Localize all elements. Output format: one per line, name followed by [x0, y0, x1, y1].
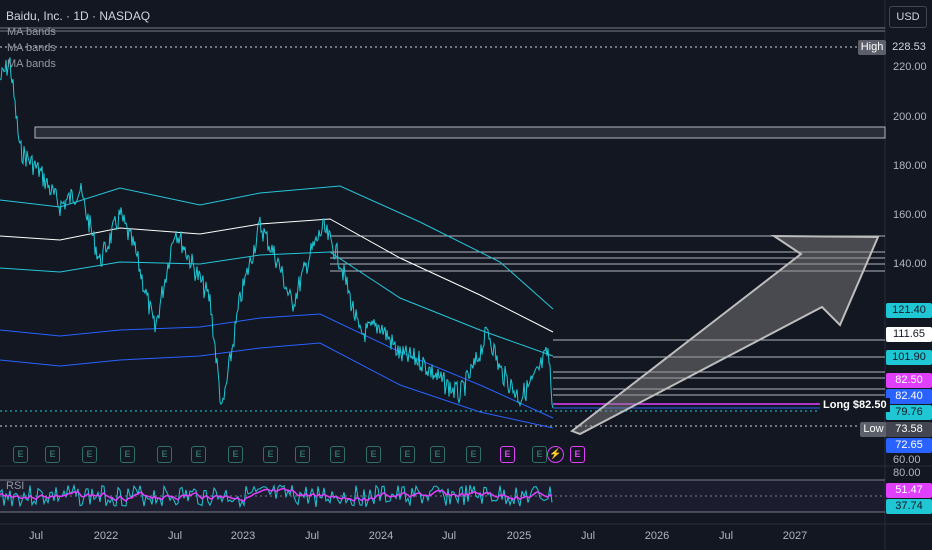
price-tag: 79.76 [886, 405, 932, 420]
position-label[interactable]: Long $82.50 [820, 398, 890, 412]
low-label: Low [860, 422, 887, 437]
x-tick: 2022 [93, 530, 119, 542]
y-tick: 60.00 [893, 454, 921, 466]
earnings-icon[interactable]: E [500, 446, 515, 463]
x-tick: Jul [167, 530, 183, 542]
x-tick: 2027 [782, 530, 808, 542]
ma-band-upper [0, 185, 554, 310]
symbol-title[interactable]: Baidu, Inc. · 1D · NASDAQ [6, 9, 151, 23]
low-value: 73.58 [886, 422, 932, 437]
high-label: High [858, 40, 886, 55]
indicator-ma-bands-3[interactable]: MA bands [7, 58, 56, 70]
rsi-label[interactable]: RSI [6, 480, 25, 492]
earnings-icon[interactable]: E [228, 446, 243, 463]
rsi-tick: 80.00 [893, 467, 921, 479]
price-tag: 82.50 [886, 373, 932, 388]
x-tick: Jul [580, 530, 596, 542]
x-tick: Jul [28, 530, 44, 542]
indicator-ma-bands-1[interactable]: MA bands [7, 26, 56, 38]
resistance-box [34, 126, 886, 139]
earnings-icon[interactable]: E [570, 446, 585, 463]
earnings-icon[interactable]: E [263, 446, 278, 463]
indicator-ma-bands-2[interactable]: MA bands [7, 42, 56, 54]
ma-band-blue-2 [0, 342, 554, 429]
ma-band-teal-low [0, 251, 554, 357]
high-value: 228.53 [886, 40, 932, 55]
earnings-icon[interactable]: E [400, 446, 415, 463]
earnings-icon[interactable]: E [120, 446, 135, 463]
rsi-series [0, 483, 553, 509]
earnings-icon[interactable]: E [466, 446, 481, 463]
price-series [0, 57, 554, 409]
y-tick: 140.00 [893, 258, 927, 270]
earnings-icon[interactable]: E [45, 446, 60, 463]
resistance-lines [330, 235, 885, 396]
earnings-icon[interactable]: E [82, 446, 97, 463]
price-tag: 101.90 [886, 350, 932, 365]
target-arrow [569, 234, 880, 436]
y-tick: 200.00 [893, 111, 927, 123]
y-tick: 160.00 [893, 209, 927, 221]
x-tick: 2025 [506, 530, 532, 542]
rsi-value-1: 51.47 [886, 483, 932, 498]
x-tick: Jul [441, 530, 457, 542]
price-tag: 111.65 [886, 327, 932, 342]
y-tick: 180.00 [893, 160, 927, 172]
currency-button[interactable]: USD [889, 6, 927, 28]
x-tick: 2024 [368, 530, 394, 542]
earnings-icon[interactable]: E [366, 446, 381, 463]
earnings-icon[interactable]: E [191, 446, 206, 463]
x-tick: 2026 [644, 530, 670, 542]
x-tick: Jul [304, 530, 320, 542]
earnings-icon[interactable]: E [532, 446, 547, 463]
rsi-value-2: 37.74 [886, 499, 932, 514]
earnings-icon[interactable]: E [295, 446, 310, 463]
ma-band-blue-1 [0, 313, 554, 419]
x-tick: Jul [718, 530, 734, 542]
rsi-ma-series [0, 487, 553, 503]
price-tag: 82.40 [886, 389, 932, 404]
x-tick: 2023 [230, 530, 256, 542]
earnings-icon[interactable]: E [13, 446, 28, 463]
price-tag: 121.40 [886, 303, 932, 318]
earnings-icon[interactable]: E [430, 446, 445, 463]
lightning-icon[interactable]: ⚡ [547, 446, 564, 463]
earnings-icon[interactable]: E [157, 446, 172, 463]
y-tick: 220.00 [893, 61, 927, 73]
earnings-icon[interactable]: E [330, 446, 345, 463]
price-tag: 72.65 [886, 438, 932, 453]
